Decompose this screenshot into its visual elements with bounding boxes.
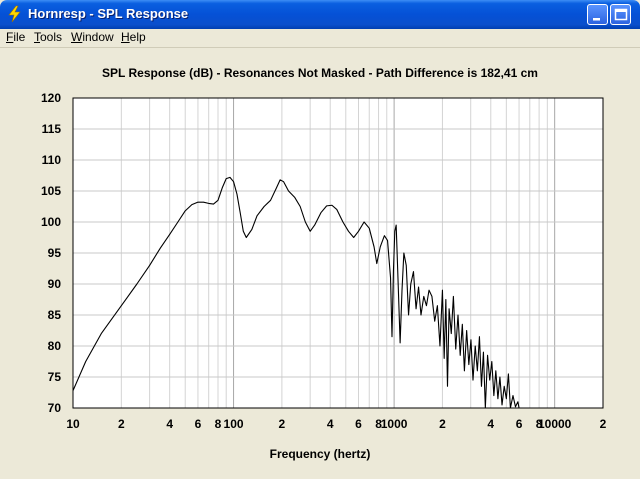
x-tick-label: 6 [195, 417, 202, 431]
maximize-button[interactable] [610, 4, 631, 25]
x-tick-label: 8 [215, 417, 222, 431]
x-tick-label: 10000 [538, 417, 572, 431]
chart-title: SPL Response (dB) - Resonances Not Maske… [102, 66, 538, 80]
title-bar[interactable]: Hornresp - SPL Response [0, 0, 640, 29]
spl-response-line [72, 176, 520, 409]
plot-frame [72, 97, 604, 409]
x-tick-label: 6 [355, 417, 362, 431]
menu-window[interactable]: Window [71, 30, 114, 44]
maximize-icon [614, 8, 628, 21]
menu-bar: File Tools Window Help [0, 29, 640, 47]
y-tick-label: 110 [42, 153, 62, 167]
y-tick-label: 115 [42, 122, 62, 136]
x-tick-label: 4 [487, 417, 494, 431]
x-tick-label: 6 [516, 417, 523, 431]
x-tick-label: 2 [279, 417, 286, 431]
x-tick-label: 10 [66, 417, 80, 431]
y-tick-label: 95 [48, 246, 62, 260]
y-tick-label: 75 [48, 370, 62, 384]
y-tick-label: 85 [48, 308, 62, 322]
menu-tools[interactable]: Tools [34, 30, 63, 44]
x-tick-label: 2 [118, 417, 125, 431]
y-tick-label: 90 [48, 277, 62, 291]
y-tick-label: 100 [41, 215, 61, 229]
x-axis-label: Frequency (hertz) [269, 447, 371, 461]
menu-file[interactable]: File [6, 30, 26, 44]
lightning-bolt-icon [8, 5, 21, 23]
x-tick-label: 2 [600, 417, 607, 431]
minimize-icon [593, 18, 600, 21]
x-tick-label: 2 [439, 417, 446, 431]
x-tick-label: 4 [166, 417, 173, 431]
y-tick-label: 70 [48, 401, 62, 415]
y-tick-label: 80 [48, 339, 62, 353]
x-tick-label: 8 [375, 417, 382, 431]
y-tick-label: 105 [41, 184, 61, 198]
menu-help[interactable]: Help [121, 30, 146, 44]
minimize-button[interactable] [587, 4, 608, 25]
x-tick-label: 8 [536, 417, 543, 431]
window-title: Hornresp - SPL Response [28, 6, 189, 21]
x-tick-label: 4 [327, 417, 334, 431]
x-tick-label: 100 [224, 417, 244, 431]
y-tick-label: 120 [41, 91, 61, 105]
x-tick-label: 1000 [381, 417, 408, 431]
